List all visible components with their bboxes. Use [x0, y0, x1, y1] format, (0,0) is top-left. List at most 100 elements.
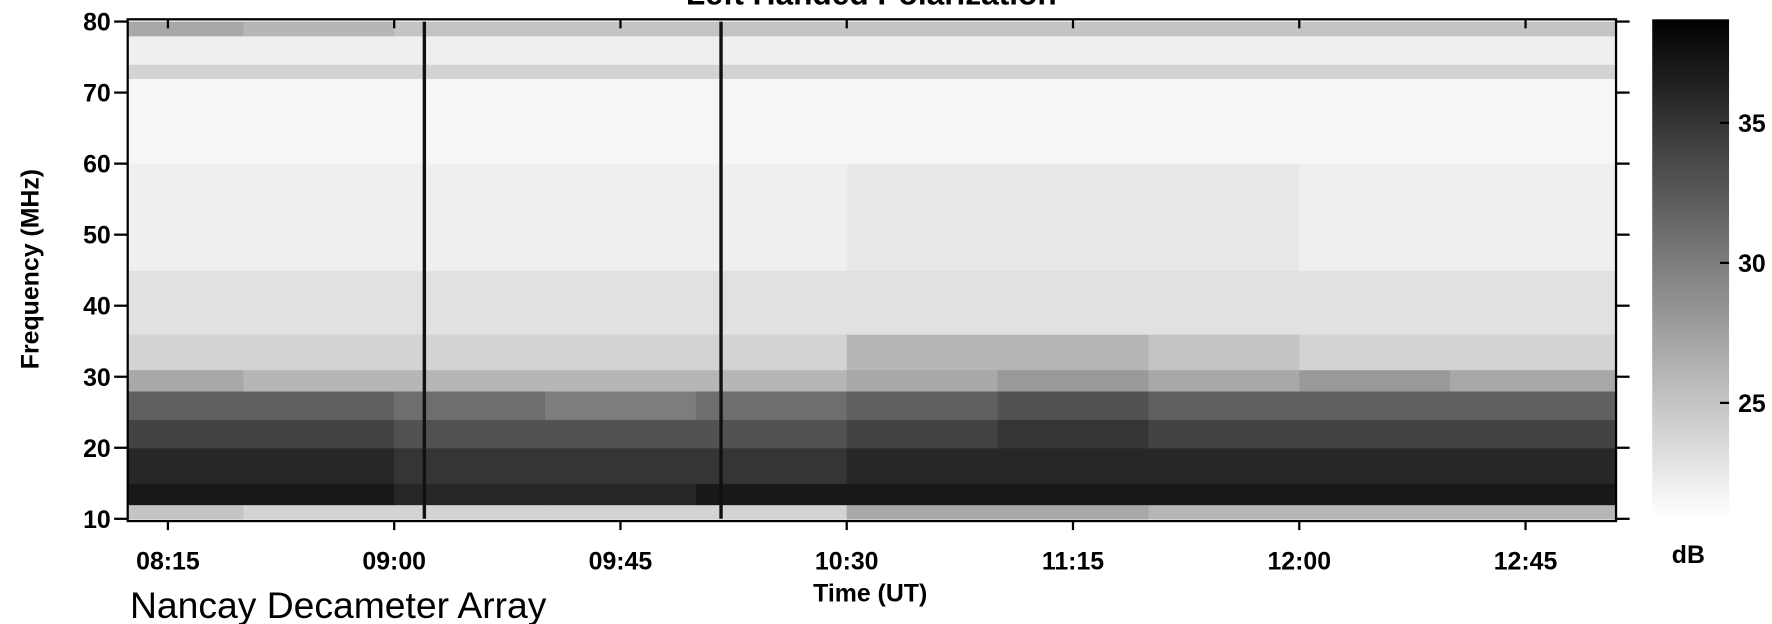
cell	[846, 21, 999, 37]
cell	[1148, 64, 1300, 79]
x-axis-label: Time (UT)	[813, 579, 927, 607]
cell	[695, 390, 848, 420]
cell	[1148, 483, 1300, 506]
cell	[1299, 270, 1451, 335]
cell	[1450, 447, 1617, 484]
colorbar-tick-label: 30	[1738, 250, 1766, 278]
cell	[127, 390, 244, 420]
x-tick-label: 10:30	[815, 548, 879, 576]
cell	[394, 21, 546, 37]
cell	[846, 369, 999, 392]
y-tick-label: 80	[83, 9, 111, 37]
cell	[1299, 334, 1451, 371]
cell	[243, 483, 395, 506]
cell	[846, 390, 999, 420]
cell	[1299, 504, 1451, 520]
cell	[1148, 21, 1300, 37]
cell	[1450, 64, 1617, 79]
cell	[1450, 35, 1617, 65]
cell	[394, 270, 546, 335]
cell	[846, 504, 999, 520]
cell	[127, 334, 244, 371]
cell	[1299, 419, 1451, 449]
cell	[695, 163, 848, 271]
y-tick-label: 40	[83, 293, 111, 321]
cell	[243, 504, 395, 520]
cell	[545, 419, 697, 449]
cell	[695, 270, 848, 335]
cell	[1148, 419, 1300, 449]
cell	[127, 270, 244, 335]
cell	[1148, 390, 1300, 420]
cell	[394, 390, 546, 420]
cell	[545, 483, 697, 506]
y-axis-label: Frequency (MHz)	[16, 169, 44, 369]
cell	[243, 21, 395, 37]
cell	[997, 78, 1149, 165]
cell	[545, 447, 697, 484]
cell	[243, 64, 395, 79]
cell	[127, 419, 244, 449]
cell	[1450, 78, 1617, 165]
cell	[997, 163, 1149, 271]
cell	[997, 369, 1149, 392]
cell	[545, 369, 697, 392]
colorbar-label: dB	[1672, 541, 1705, 569]
cell	[997, 334, 1149, 371]
cell	[1148, 163, 1300, 271]
cell	[394, 64, 546, 79]
colorbar-tick-label: 35	[1738, 110, 1766, 138]
cell	[545, 64, 697, 79]
cell	[1299, 64, 1451, 79]
cell	[695, 78, 848, 165]
cell	[1148, 270, 1300, 335]
cell	[1450, 369, 1617, 392]
x-tick-label: 08:15	[136, 548, 200, 576]
cell	[243, 447, 395, 484]
cell	[1450, 504, 1617, 520]
cell	[1299, 21, 1451, 37]
y-tick-label: 30	[83, 364, 111, 392]
cell	[394, 483, 546, 506]
cell	[1299, 447, 1451, 484]
cell	[243, 334, 395, 371]
cell	[695, 369, 848, 392]
cell	[1450, 483, 1617, 506]
cell	[695, 64, 848, 79]
cell	[695, 21, 848, 37]
cell	[127, 483, 244, 506]
cell	[243, 163, 395, 271]
cell	[243, 35, 395, 65]
cell	[545, 270, 697, 335]
cell	[394, 334, 546, 371]
cell	[1148, 35, 1300, 65]
chart-title: Left Handed Polarization	[686, 0, 1057, 12]
x-tick-label: 12:00	[1267, 548, 1331, 576]
cell	[695, 35, 848, 65]
y-tick-label: 50	[83, 222, 111, 250]
x-tick-label: 09:45	[589, 548, 653, 576]
x-tick-label: 09:00	[362, 548, 426, 576]
y-tick-label: 10	[83, 506, 111, 534]
cell	[127, 21, 244, 37]
cell	[846, 419, 999, 449]
cell	[394, 447, 546, 484]
cell	[997, 504, 1149, 520]
cell	[1450, 334, 1617, 371]
cell	[1299, 163, 1451, 271]
cell	[1148, 78, 1300, 165]
cell	[1299, 78, 1451, 165]
cell	[243, 78, 395, 165]
cell	[243, 419, 395, 449]
cell	[545, 21, 697, 37]
cell	[846, 447, 999, 484]
x-tick-label: 12:45	[1494, 548, 1558, 576]
y-tick-label: 60	[83, 151, 111, 179]
cell	[127, 78, 244, 165]
cell	[846, 64, 999, 79]
x-tick-label: 11:15	[1042, 548, 1104, 576]
cell	[846, 163, 999, 271]
cell	[846, 78, 999, 165]
